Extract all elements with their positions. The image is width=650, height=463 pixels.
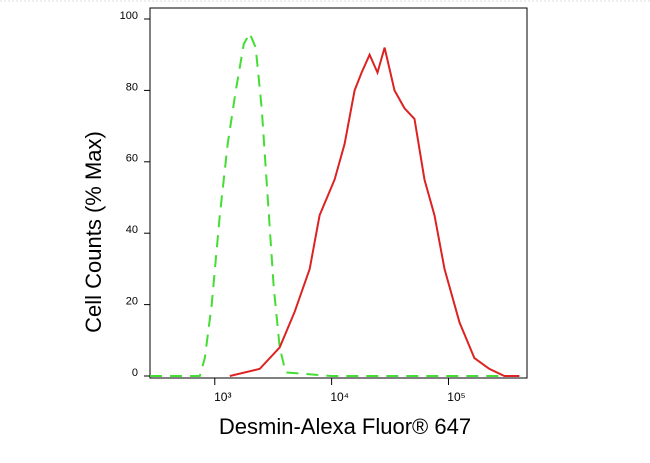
series-line [229, 47, 520, 377]
plot-frame [149, 7, 528, 379]
y-tick-label: 80 [126, 81, 138, 93]
x-tick-label: 10⁵ [447, 390, 465, 404]
x-tick-label: 10³ [214, 390, 231, 404]
series-line [150, 31, 520, 377]
y-tick-label: 40 [126, 224, 138, 236]
x-tick-label: 10⁴ [330, 390, 349, 404]
y-tick-label: 0 [132, 367, 138, 379]
y-axis-label: Cell Counts (% Max) [81, 131, 106, 333]
y-tick-label: 20 [126, 296, 138, 308]
x-axis-label: Desmin-Alexa Fluor® 647 [219, 414, 471, 439]
y-tick-label: 60 [126, 153, 138, 165]
y-tick-label: 100 [120, 10, 138, 22]
